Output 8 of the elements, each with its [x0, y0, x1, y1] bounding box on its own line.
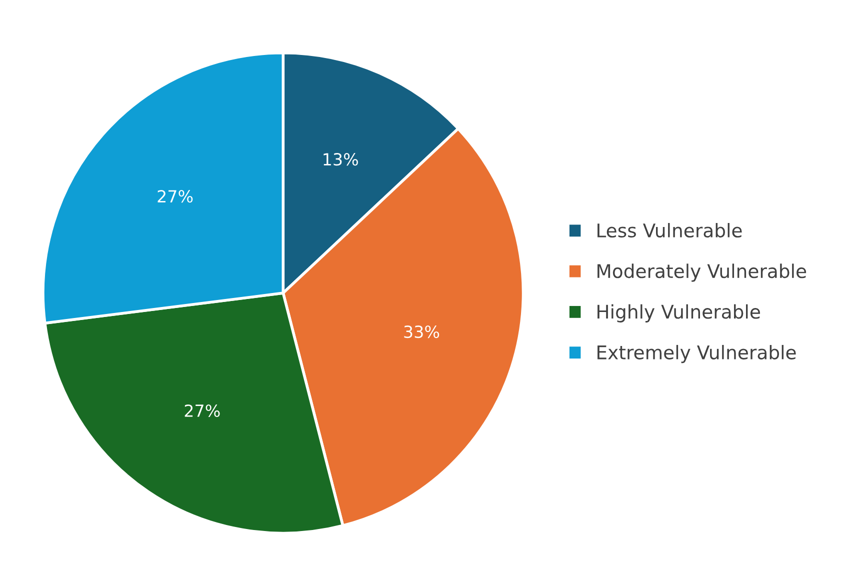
data-label: 27% [158, 190, 193, 203]
data-label: 13% [324, 153, 358, 166]
data-label: 33% [404, 325, 440, 338]
data-label: 27% [184, 404, 220, 418]
legend-label: Extremely Vulnerable [598, 344, 796, 364]
legend-label: Highly Vulnerable [598, 304, 760, 322]
legend-label: Less Vulnerable [598, 223, 742, 238]
legend-label: Moderately Vulnerable [598, 264, 806, 282]
